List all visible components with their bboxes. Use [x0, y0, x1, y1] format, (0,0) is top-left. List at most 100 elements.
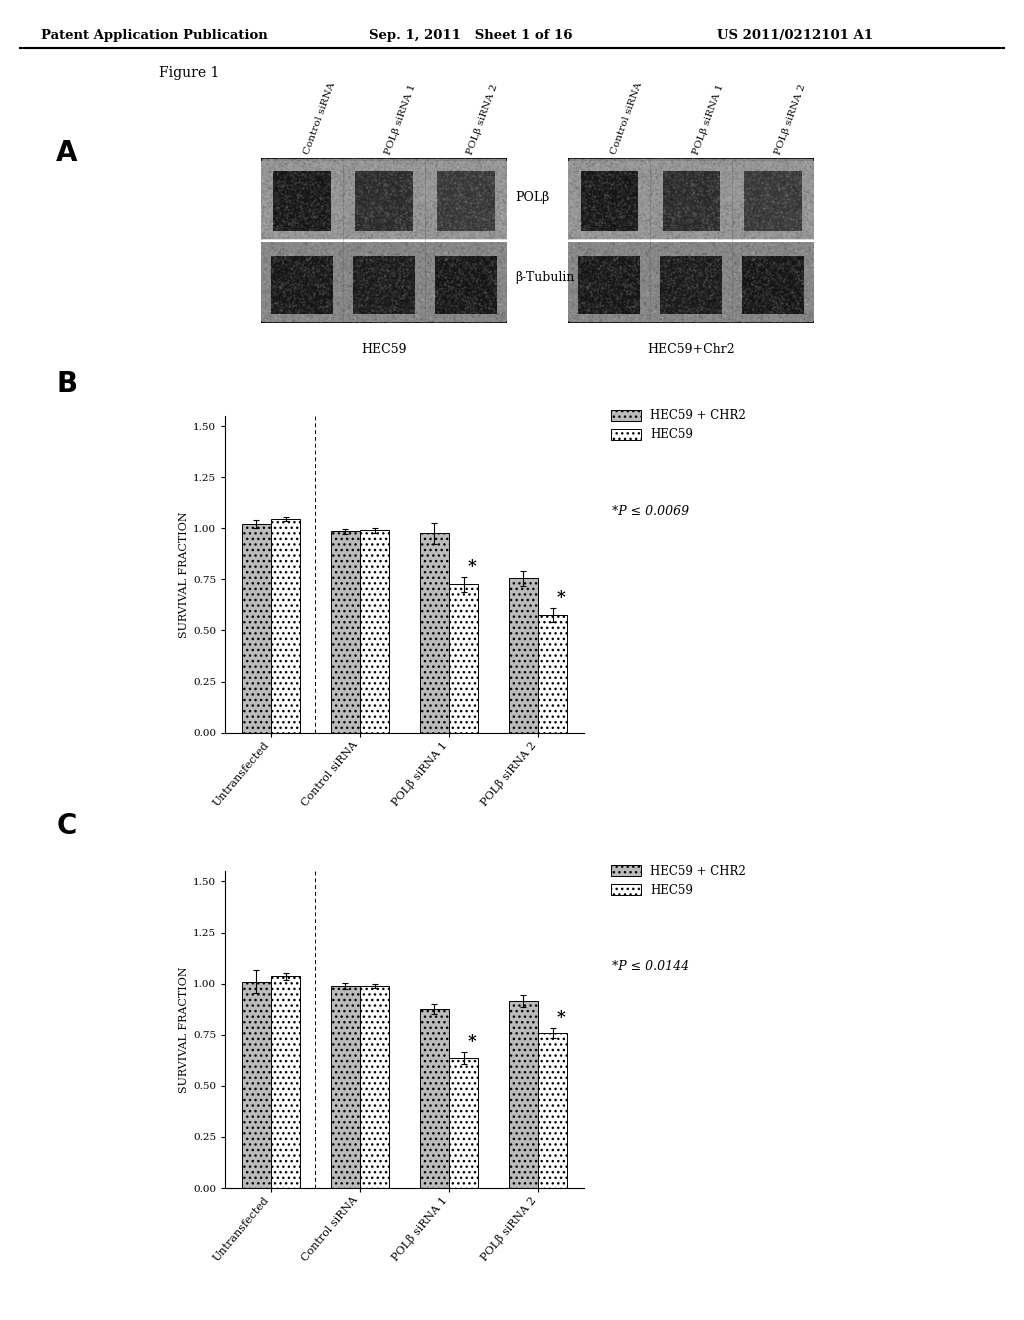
Point — [371, 195, 387, 216]
Point — [468, 306, 484, 327]
Point — [461, 253, 477, 275]
Point — [304, 174, 321, 195]
Point — [624, 305, 640, 326]
Point — [728, 186, 744, 207]
Point — [488, 213, 505, 234]
Point — [480, 176, 497, 197]
Point — [276, 213, 293, 234]
Point — [315, 228, 332, 249]
Point — [268, 277, 285, 298]
Point — [347, 189, 364, 210]
Point — [390, 230, 407, 251]
Point — [743, 198, 760, 219]
Point — [465, 265, 481, 286]
Point — [461, 248, 477, 269]
Point — [482, 286, 499, 308]
Point — [790, 174, 806, 195]
Point — [266, 203, 283, 224]
Point — [409, 165, 425, 186]
Point — [734, 180, 751, 201]
Point — [392, 191, 409, 213]
Point — [321, 174, 337, 195]
Point — [756, 256, 772, 277]
Point — [495, 190, 511, 211]
Point — [581, 306, 597, 327]
Point — [474, 164, 490, 185]
Point — [346, 215, 362, 236]
Point — [393, 220, 410, 242]
Point — [271, 284, 288, 305]
Point — [628, 152, 644, 173]
Point — [725, 244, 741, 265]
Point — [677, 180, 693, 201]
Point — [707, 214, 723, 235]
Point — [410, 259, 426, 280]
Point — [662, 273, 678, 294]
Point — [260, 173, 276, 194]
Point — [256, 261, 272, 282]
Point — [260, 215, 276, 236]
Point — [295, 185, 311, 206]
Point — [803, 255, 819, 276]
Point — [589, 256, 605, 277]
Point — [631, 215, 647, 236]
Point — [761, 260, 777, 281]
Point — [302, 166, 318, 187]
Point — [717, 197, 733, 218]
Point — [257, 251, 273, 272]
Point — [641, 238, 657, 259]
Point — [714, 194, 730, 215]
Point — [327, 268, 343, 289]
Point — [699, 259, 716, 280]
Point — [464, 156, 480, 177]
Point — [637, 153, 653, 174]
Point — [376, 253, 392, 275]
Point — [392, 275, 409, 296]
Point — [635, 152, 651, 173]
Point — [384, 265, 400, 286]
Point — [694, 277, 711, 298]
Point — [406, 205, 422, 226]
Point — [785, 202, 802, 223]
Point — [417, 182, 433, 203]
Point — [638, 205, 654, 226]
Point — [746, 271, 763, 292]
Point — [339, 223, 355, 244]
Point — [472, 165, 488, 186]
Point — [783, 282, 800, 304]
Point — [307, 231, 324, 252]
Point — [804, 194, 820, 215]
Point — [294, 251, 310, 272]
Point — [338, 256, 354, 277]
Point — [702, 149, 719, 170]
Point — [613, 289, 630, 310]
Point — [608, 268, 625, 289]
Point — [754, 187, 770, 209]
Point — [370, 186, 386, 207]
Point — [483, 271, 500, 292]
Point — [438, 263, 455, 284]
Point — [447, 297, 464, 318]
Point — [787, 243, 804, 264]
Point — [316, 253, 333, 275]
Point — [580, 193, 596, 214]
Point — [311, 289, 328, 310]
Point — [782, 152, 799, 173]
Point — [483, 222, 500, 243]
Point — [720, 308, 736, 329]
Point — [449, 302, 465, 323]
Point — [409, 271, 425, 292]
Point — [470, 209, 486, 230]
Point — [314, 282, 331, 304]
Point — [274, 227, 291, 248]
Point — [689, 242, 706, 263]
Point — [597, 190, 613, 211]
Point — [773, 300, 790, 321]
Point — [677, 211, 693, 232]
Point — [682, 248, 698, 269]
Point — [741, 242, 758, 263]
Point — [709, 302, 725, 323]
Point — [630, 255, 646, 276]
Point — [455, 216, 471, 238]
Point — [498, 276, 514, 297]
